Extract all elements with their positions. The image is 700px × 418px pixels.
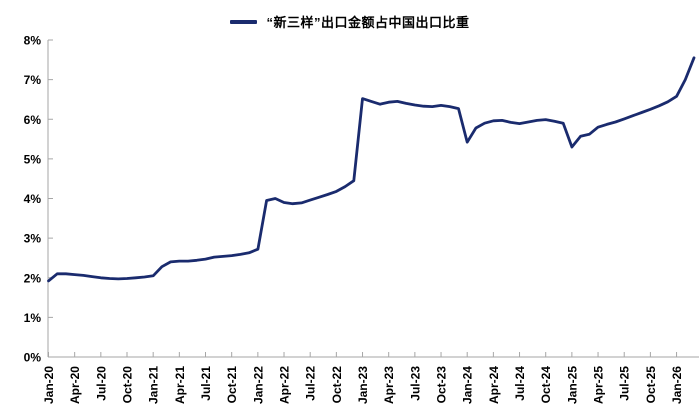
x-tick-label: Jul-25 <box>618 366 632 401</box>
x-tick-label: Oct-22 <box>330 366 344 404</box>
x-tick-label: Oct-23 <box>435 366 449 404</box>
x-tick-label: Jan-24 <box>461 366 475 404</box>
x-tick-label: Jul-20 <box>94 366 108 401</box>
y-tick-label: 4% <box>24 192 42 206</box>
x-tick-label: Jul-21 <box>199 366 213 401</box>
y-tick-label: 5% <box>24 152 42 166</box>
x-tick-label: Jan-23 <box>356 366 370 404</box>
x-tick-label: Oct-20 <box>121 366 135 404</box>
x-tick-label: Jan-22 <box>251 366 265 404</box>
x-tick-label: Jan-20 <box>42 366 56 404</box>
y-tick-label: 8% <box>24 34 42 48</box>
x-tick-label: Oct-25 <box>644 366 658 404</box>
x-tick-label: Apr-25 <box>592 366 606 404</box>
y-tick-label: 7% <box>24 73 42 87</box>
x-tick-label: Jul-23 <box>408 366 422 401</box>
x-tick-label: Apr-23 <box>382 366 396 404</box>
x-tick-label: Apr-24 <box>487 366 501 404</box>
series-line <box>47 56 696 283</box>
y-tick-label: 3% <box>24 232 42 246</box>
y-tick-label: 6% <box>24 113 42 127</box>
y-tick-label: 0% <box>24 351 42 365</box>
y-tick-label: 2% <box>24 271 42 285</box>
x-tick-label: Apr-21 <box>173 366 187 404</box>
x-tick-label: Apr-22 <box>278 366 292 404</box>
x-tick-label: Oct-21 <box>225 366 239 404</box>
x-tick-label: Jan-26 <box>670 366 684 404</box>
x-tick-label: Oct-24 <box>539 366 553 404</box>
y-tick-label: 1% <box>24 311 42 325</box>
x-tick-label: Jan-25 <box>565 366 579 404</box>
x-tick-label: Jan-21 <box>147 366 161 404</box>
x-tick-label: Jul-22 <box>304 366 318 401</box>
x-tick-label: Apr-20 <box>68 366 82 404</box>
x-tick-label: Jul-24 <box>513 366 527 401</box>
